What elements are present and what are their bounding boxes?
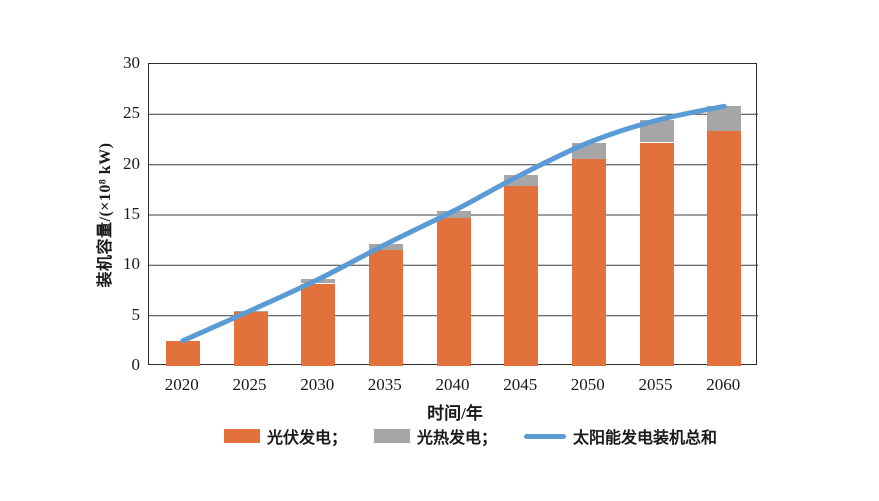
x-tick-label: 2035 [367, 375, 402, 394]
bar-segment-pv [368, 250, 403, 366]
bar-segment-pv [165, 340, 200, 366]
plot-area [148, 63, 758, 366]
bar-segment-csp [368, 244, 403, 251]
x-tick-label: 2040 [435, 375, 470, 394]
bar-segment-pv [301, 283, 336, 366]
bar-segment-csp [301, 279, 336, 284]
bar-segment-pv [639, 142, 674, 366]
bar-segment-pv [571, 158, 606, 366]
bar-segment-csp [707, 106, 742, 132]
total-line-swatch-icon [524, 433, 567, 439]
bar-segment-pv [504, 185, 539, 366]
x-tick-label: 2045 [503, 375, 538, 394]
x-tick-label: 2025 [232, 375, 267, 394]
bar-segment-csp [233, 310, 268, 312]
legend-item-total: 太阳能发电装机总和 [524, 424, 717, 448]
y-tick-label: 30 [123, 53, 140, 72]
x-tick-label: 2030 [300, 375, 335, 394]
y-tick-label: 5 [131, 304, 141, 324]
legend-label-pv: 光伏发电； [267, 430, 348, 447]
legend-item-csp: 光热发电； [374, 424, 497, 448]
y-tick-label: 25 [123, 103, 140, 123]
y-tick-label: 0 [131, 355, 141, 374]
x-tick-label: 2060 [706, 375, 741, 394]
bar-segment-csp [639, 120, 674, 143]
y-tick-label: 15 [123, 204, 140, 223]
x-tick-label: 2055 [638, 375, 673, 394]
legend-label-csp: 光热发电； [417, 430, 498, 447]
x-tick-label: 2020 [164, 375, 199, 394]
bar-segment-pv [707, 131, 742, 366]
y-tick-label: 10 [123, 254, 140, 274]
bar-segment-csp [571, 142, 606, 159]
bar-segment-pv [436, 218, 471, 366]
x-tick-label: 2050 [570, 375, 605, 394]
pv-swatch-icon [224, 429, 260, 443]
bar-segment-csp [436, 211, 471, 218]
bars-layer [149, 64, 758, 366]
legend-item-pv: 光伏发电； [224, 424, 347, 448]
bar-segment-pv [233, 311, 268, 366]
bar-segment-csp [504, 174, 539, 186]
csp-swatch-icon [374, 429, 411, 443]
y-tick-label: 20 [123, 153, 140, 173]
x-axis-title: 时间/年 [427, 404, 483, 423]
legend: 光伏发电； 光热发电； 太阳能发电装机总和 [224, 424, 717, 448]
legend-label-total: 太阳能发电装机总和 [573, 430, 718, 447]
